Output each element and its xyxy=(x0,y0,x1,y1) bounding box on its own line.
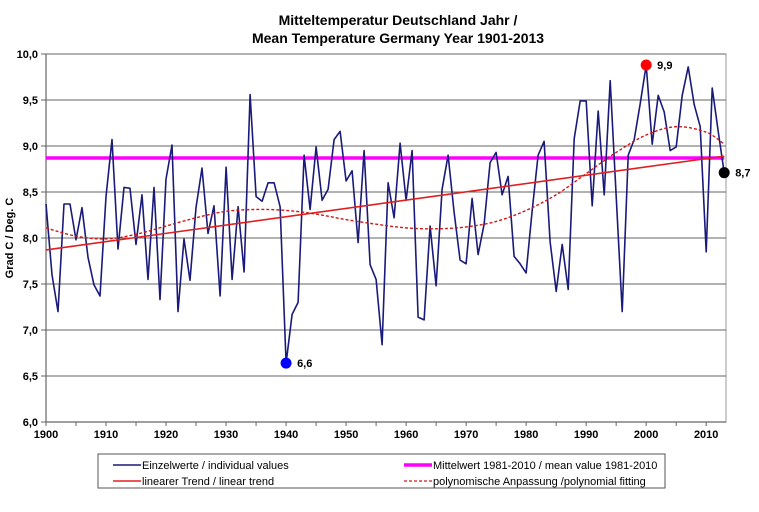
chart-title-line-1: Mitteltemperatur Deutschland Jahr / xyxy=(279,12,518,28)
x-axis: 1900 1910 1920 1930 1940 1950 1960 1970 1980 1990… xyxy=(34,421,726,441)
x-tick-label: 1960 xyxy=(394,429,418,441)
y-tick-label: 7,0 xyxy=(23,325,38,337)
linear-trend-line xyxy=(45,155,725,251)
x-tick-label: 1990 xyxy=(574,429,598,441)
chart-title-line-2: Mean Temperature Germany Year 1901-2013 xyxy=(252,30,544,46)
y-tick-label: 8,5 xyxy=(23,187,38,199)
marker-1940 xyxy=(280,357,292,369)
data-label-1940: 6,6 xyxy=(297,358,312,370)
legend-frame xyxy=(97,453,666,489)
series-layer xyxy=(45,64,725,364)
y-tick-label: 6,0 xyxy=(23,417,38,429)
x-tick-label: 1920 xyxy=(154,429,178,441)
y-tick-label: 9,5 xyxy=(23,95,38,107)
y-tick-label: 6,5 xyxy=(23,371,38,383)
data-label-2013: 8,7 xyxy=(735,168,750,180)
polynomial-fit-line xyxy=(45,125,725,240)
y-tick-label: 10,0 xyxy=(17,49,38,61)
y-tick-label: 8,0 xyxy=(23,233,38,245)
marker-2013 xyxy=(718,167,730,179)
legend-label-linear-trend: linearer Trend / linear trend xyxy=(142,476,274,488)
data-label-2000: 9,9 xyxy=(657,60,672,72)
x-tick-label: 2000 xyxy=(634,429,658,441)
y-axis-label: Grad C / Deg. C xyxy=(4,198,16,279)
x-tick-label: 1910 xyxy=(94,429,118,441)
x-tick-label: 1970 xyxy=(454,429,478,441)
y-tick-label: 9,0 xyxy=(23,141,38,153)
x-tick-label: 1900 xyxy=(34,429,58,441)
x-tick-label: 1980 xyxy=(514,429,538,441)
x-tick-label: 1930 xyxy=(214,429,238,441)
marker-2000 xyxy=(640,59,652,71)
x-tick-label: 2010 xyxy=(694,429,718,441)
gridlines xyxy=(46,53,726,377)
x-tick-label: 1940 xyxy=(274,429,298,441)
legend-label-polynomial: polynomische Anpassung /polynomial fitti… xyxy=(433,476,646,488)
legend: Einzelwerte / individual values Mittelwe… xyxy=(97,453,666,489)
y-tick-label: 7,5 xyxy=(23,279,38,291)
legend-label-mean: Mittelwert 1981-2010 / mean value 1981-2… xyxy=(433,460,657,472)
legend-label-individual: Einzelwerte / individual values xyxy=(142,460,289,472)
x-tick-label: 1950 xyxy=(334,429,358,441)
y-axis: 6,0 6,5 7,0 7,5 8,0 8,5 9,0 9,5 10,0 xyxy=(17,49,47,429)
annotations: 6,6 9,9 8,7 xyxy=(280,59,750,370)
individual-values-line xyxy=(45,64,725,364)
